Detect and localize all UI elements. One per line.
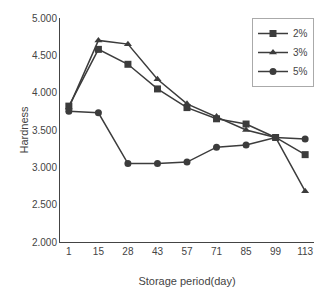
svg-text:43: 43 bbox=[152, 246, 164, 257]
svg-text:85: 85 bbox=[241, 246, 253, 257]
svg-text:2%: 2% bbox=[293, 28, 308, 39]
svg-text:5.000: 5.000 bbox=[32, 13, 57, 24]
svg-text:3.000: 3.000 bbox=[32, 162, 57, 173]
svg-text:3.500: 3.500 bbox=[32, 125, 57, 136]
svg-text:5%: 5% bbox=[293, 66, 308, 77]
svg-text:1: 1 bbox=[66, 246, 72, 257]
svg-text:4.000: 4.000 bbox=[32, 87, 57, 98]
svg-text:2.500: 2.500 bbox=[32, 199, 57, 210]
svg-text:4.500: 4.500 bbox=[32, 50, 57, 61]
svg-text:28: 28 bbox=[122, 246, 134, 257]
svg-text:71: 71 bbox=[211, 246, 223, 257]
svg-text:Hardness: Hardness bbox=[18, 106, 30, 154]
svg-text:15: 15 bbox=[93, 246, 105, 257]
svg-text:2.000: 2.000 bbox=[32, 237, 57, 248]
svg-text:3%: 3% bbox=[293, 47, 308, 58]
svg-text:113: 113 bbox=[297, 246, 313, 257]
svg-text:57: 57 bbox=[181, 246, 193, 257]
svg-text:Storage period(day): Storage period(day) bbox=[138, 275, 235, 287]
svg-text:99: 99 bbox=[270, 246, 282, 257]
